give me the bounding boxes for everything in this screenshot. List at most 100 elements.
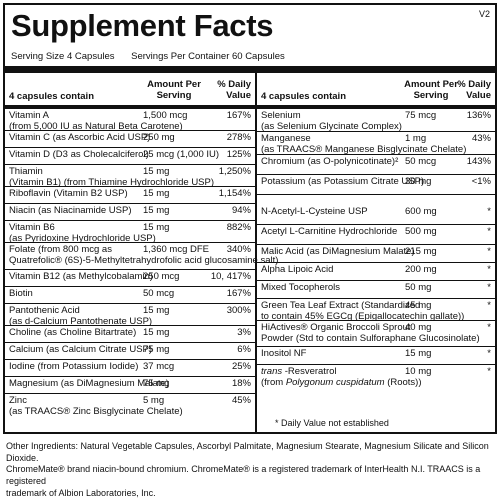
daily-value-percent: 3% bbox=[237, 328, 251, 339]
amount-header: Amount Per Serving bbox=[139, 80, 209, 102]
amount-per-serving: 1,360 mcg DFE bbox=[143, 245, 209, 256]
daily-value-percent: 125% bbox=[227, 150, 251, 161]
amount-header-line2: Serving bbox=[157, 90, 192, 101]
nutrient-name-line: Vitamin B12 (as Methylcobalamin) bbox=[9, 272, 153, 283]
nutrient-row: Pantothenic Acid (as d-Calcium Pantothena… bbox=[5, 304, 255, 326]
nutrient-row: Malic Acid (as DiMagnesium Malate) 215 mg… bbox=[257, 245, 495, 263]
left-column-header: 4 capsules contain Amount Per Serving % … bbox=[5, 73, 255, 109]
amount-per-serving: 25 mcg (1,000 IU) bbox=[143, 150, 219, 161]
amount-per-serving: 15 mg bbox=[143, 306, 169, 317]
daily-value-percent: 1,154% bbox=[219, 189, 251, 200]
daily-value-percent: 136% bbox=[467, 111, 491, 122]
thick-divider bbox=[5, 66, 495, 73]
serving-size: Serving Size 4 Capsules bbox=[11, 51, 115, 62]
amount-per-serving: 500 mg bbox=[405, 227, 437, 238]
nutrient-name-line: Inositol NF bbox=[261, 349, 306, 360]
nutrient-name-line: Powder (Std to contain Sulforaphane Gluc… bbox=[261, 334, 480, 345]
nutrient-name: Malic Acid (as DiMagnesium Malate) bbox=[261, 247, 415, 258]
nutrient-name: Green Tea Leaf Extract (Standardized to c… bbox=[261, 301, 464, 322]
other-ingredients-line: Other Ingredients: Natural Vegetable Cap… bbox=[6, 441, 496, 464]
right-column: 4 capsules contain Amount Per Serving % … bbox=[257, 73, 495, 432]
servings-per-container: Servings Per Container 60 Capsules bbox=[131, 51, 285, 62]
nutrient-name-line: N-Acetyl-L-Cysteine USP bbox=[261, 207, 368, 218]
nutrient-row: Inositol NF 15 mg * bbox=[257, 347, 495, 365]
contain-label: 4 capsules contain bbox=[261, 91, 346, 102]
amount-per-serving: 75 mg bbox=[143, 379, 169, 390]
amount-per-serving: 250 mcg bbox=[143, 272, 179, 283]
version-label: V2 bbox=[479, 9, 490, 19]
daily-value-percent: * bbox=[487, 323, 491, 334]
nutrient-name: Vitamin C (as Ascorbic Acid USP) bbox=[9, 133, 150, 144]
amount-header: Amount Per Serving bbox=[403, 80, 459, 102]
amount-per-serving: 215 mg bbox=[405, 247, 437, 258]
amount-header-line1: Amount Per bbox=[147, 79, 201, 90]
nutrient-row: Mixed Tocopherols 50 mg * bbox=[257, 281, 495, 299]
nutrient-name-line: (from Polygonum cuspidatum (Roots)) bbox=[261, 378, 422, 389]
nutrient-name: N-Acetyl-L-Cysteine USP bbox=[261, 207, 368, 218]
amount-per-serving: 15 mg bbox=[143, 328, 169, 339]
left-nutrient-rows: Vitamin A (from 5,000 IU as Natural Beta … bbox=[5, 109, 255, 416]
nutrient-row: Niacin (as Niacinamide USP) 15 mg 94% bbox=[5, 204, 255, 221]
nutrient-row: Zinc (as TRAACS® Zinc Bisglycinate Chelat… bbox=[5, 394, 255, 416]
nutrient-row: Alpha Lipoic Acid 200 mg * bbox=[257, 263, 495, 281]
daily-value-percent: 278% bbox=[227, 133, 251, 144]
nutrient-name-line: Calcium (as Calcium Citrate USP) bbox=[9, 345, 152, 356]
amount-per-serving: 15 mg bbox=[143, 206, 169, 217]
nutrient-name-line: Riboflavin (Vitamin B2 USP) bbox=[9, 189, 128, 200]
supplement-facts-panel: Supplement Facts V2 Serving Size 4 Capsu… bbox=[3, 3, 497, 434]
amount-per-serving: 15 mg bbox=[143, 167, 169, 178]
nutrient-name: Vitamin B12 (as Methylcobalamin) bbox=[9, 272, 153, 283]
nutrient-name-line: (as Selenium Glycinate Complex) bbox=[261, 122, 402, 133]
nutrient-name: Chromium (as O-polynicotinate)² bbox=[261, 157, 398, 168]
nutrient-name: Calcium (as Calcium Citrate USP) bbox=[9, 345, 152, 356]
daily-value-percent: 94% bbox=[232, 206, 251, 217]
nutrient-row: Vitamin A (from 5,000 IU as Natural Beta … bbox=[5, 109, 255, 131]
nutrient-name-line: Acetyl L-Carnitine Hydrochloride bbox=[261, 227, 397, 238]
nutrient-name-line: Vitamin C (as Ascorbic Acid USP) bbox=[9, 133, 150, 144]
daily-value-percent: 340% bbox=[227, 245, 251, 256]
nutrient-name: Biotin bbox=[9, 289, 33, 300]
nutrient-row: Manganese (as TRAACS® Manganese Bisglycin… bbox=[257, 132, 495, 155]
daily-value-percent: * bbox=[487, 283, 491, 294]
amount-per-serving: 10 mg bbox=[405, 367, 431, 378]
amount-per-serving: 600 mg bbox=[405, 207, 437, 218]
daily-value-footnote: * Daily Value not established bbox=[275, 418, 389, 428]
nutrient-name: Thiamin (Vitamin B1) (from Thiamine Hydro… bbox=[9, 167, 214, 188]
nutrient-name: Pantothenic Acid (as d-Calcium Pantothena… bbox=[9, 306, 152, 327]
daily-value-percent: 1,250% bbox=[219, 167, 251, 178]
nutrient-name-line: Malic Acid (as DiMagnesium Malate) bbox=[261, 247, 415, 258]
nutrient-name: HiActives® Organic Broccoli Sprout Powder… bbox=[261, 323, 480, 344]
nutrient-row: N-Acetyl-L-Cysteine USP 600 mg * bbox=[257, 205, 495, 225]
daily-value-percent: 25% bbox=[232, 362, 251, 373]
other-ingredients-line: trademark of Albion Laboratories, Inc. bbox=[6, 488, 496, 500]
dv-header-line2: Value bbox=[466, 90, 491, 101]
daily-value-percent: * bbox=[487, 349, 491, 360]
nutrient-row: Vitamin D (D3 as Cholecalciferol) 25 mcg … bbox=[5, 148, 255, 165]
nutrient-row: Riboflavin (Vitamin B2 USP) 15 mg 1,154% bbox=[5, 187, 255, 204]
nutrient-name-line: Mixed Tocopherols bbox=[261, 283, 340, 294]
dv-header: % Daily Value bbox=[457, 80, 491, 102]
amount-per-serving: 5 mg bbox=[143, 396, 164, 407]
nutrient-name-line: Biotin bbox=[9, 289, 33, 300]
daily-value-percent: * bbox=[487, 367, 491, 378]
nutrient-name: Iodine (from Potassium Iodide) bbox=[9, 362, 138, 373]
nutrient-row: Biotin 50 mcg 167% bbox=[5, 287, 255, 304]
nutrient-name: Manganese (as TRAACS® Manganese Bisglycin… bbox=[261, 134, 466, 155]
amount-per-serving: 15 mg bbox=[143, 189, 169, 200]
daily-value-percent: 18% bbox=[232, 379, 251, 390]
nutrient-row: Calcium (as Calcium Citrate USP) 75 mg 6% bbox=[5, 343, 255, 360]
daily-value-percent: 6% bbox=[237, 345, 251, 356]
amount-per-serving: 15 mg bbox=[143, 223, 169, 234]
left-column: 4 capsules contain Amount Per Serving % … bbox=[5, 73, 257, 432]
nutrient-name-line: Vitamin D (D3 as Cholecalciferol) bbox=[9, 150, 149, 161]
daily-value-percent: * bbox=[487, 265, 491, 276]
daily-value-percent: * bbox=[487, 247, 491, 258]
dv-header-line1: % Daily bbox=[217, 79, 251, 90]
nutrient-name: Selenium (as Selenium Glycinate Complex) bbox=[261, 111, 402, 132]
nutrient-row: Magnesium (as DiMagnesium Malate) 75 mg 18… bbox=[5, 377, 255, 394]
nutrient-row: Green Tea Leaf Extract (Standardized to c… bbox=[257, 299, 495, 321]
daily-value-percent: 300% bbox=[227, 306, 251, 317]
daily-value-percent: * bbox=[487, 207, 491, 218]
other-ingredients-line: ChromeMate® brand niacin-bound chromium.… bbox=[6, 464, 496, 487]
daily-value-percent: 143% bbox=[467, 157, 491, 168]
